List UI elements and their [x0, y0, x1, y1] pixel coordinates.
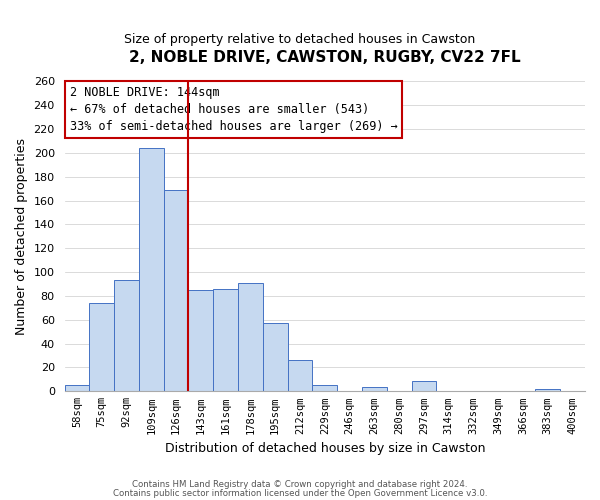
Bar [89, 303, 114, 392]
Bar [114, 280, 139, 392]
Bar [188, 290, 213, 392]
Text: 2 NOBLE DRIVE: 144sqm
← 67% of detached houses are smaller (543)
33% of semi-det: 2 NOBLE DRIVE: 144sqm ← 67% of detached … [70, 86, 397, 133]
Bar [412, 380, 436, 392]
Bar [263, 324, 287, 392]
Bar [139, 148, 164, 392]
Bar [65, 386, 89, 392]
Bar [287, 360, 313, 392]
Y-axis label: Number of detached properties: Number of detached properties [15, 138, 28, 335]
Bar [362, 386, 387, 392]
Text: Contains public sector information licensed under the Open Government Licence v3: Contains public sector information licen… [113, 488, 487, 498]
Bar [535, 389, 560, 392]
X-axis label: Distribution of detached houses by size in Cawston: Distribution of detached houses by size … [164, 442, 485, 455]
Bar [238, 283, 263, 392]
Bar [213, 289, 238, 392]
Text: Contains HM Land Registry data © Crown copyright and database right 2024.: Contains HM Land Registry data © Crown c… [132, 480, 468, 489]
Text: Size of property relative to detached houses in Cawston: Size of property relative to detached ho… [124, 32, 476, 46]
Bar [164, 190, 188, 392]
Title: 2, NOBLE DRIVE, CAWSTON, RUGBY, CV22 7FL: 2, NOBLE DRIVE, CAWSTON, RUGBY, CV22 7FL [129, 50, 521, 65]
Bar [313, 386, 337, 392]
